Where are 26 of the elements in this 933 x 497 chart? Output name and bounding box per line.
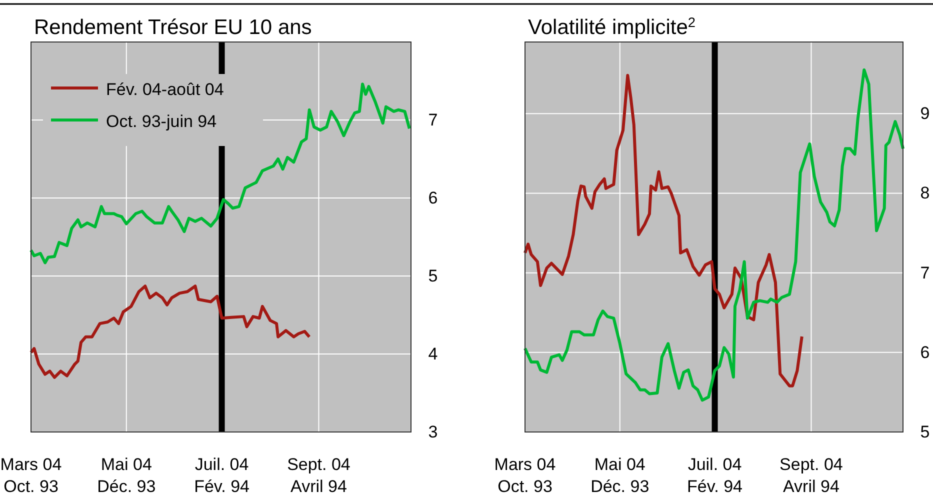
y-tick-label: 7 [428,110,438,130]
y-tick-label: 4 [428,344,438,364]
line-series [30,284,311,379]
y-tick-label: 9 [920,104,930,124]
x-tick-label: Mai 04 Déc. 93 [590,455,650,496]
x-tick-label: Sept. 04 Avril 94 [287,455,350,496]
y-tick-label: 3 [428,422,438,442]
x-tick-label: Mars 04 Oct. 93 [0,455,62,496]
line-series [524,74,804,388]
x-tick-label: Juil. 04 Fév. 94 [687,455,742,496]
chart-title: Volatilité implicite$^{2}$ [528,14,696,39]
x-tick-label: Mars 04 Oct. 93 [494,455,556,496]
y-tick-label: 8 [920,184,930,203]
y-tick-label: 5 [428,266,438,286]
line-series [524,68,904,402]
x-tick-label: Juil. 04 Fév. 94 [194,455,250,496]
y-tick-label: 7 [920,263,930,282]
chart-title: Rendement Trésor EU 10 ans [34,16,312,39]
legend-label: Oct. 93-juin 94 [106,112,217,131]
y-tick-label: 6 [920,342,930,362]
y-tick-label: 5 [920,422,930,442]
x-tick-label: Mai 04 Déc. 93 [97,455,156,496]
y-tick-label: 6 [428,188,438,208]
line-series [30,82,411,264]
legend-label: Fév. 04-août 04 [106,80,224,99]
x-tick-label: Sept. 04 Avril 94 [780,455,843,496]
